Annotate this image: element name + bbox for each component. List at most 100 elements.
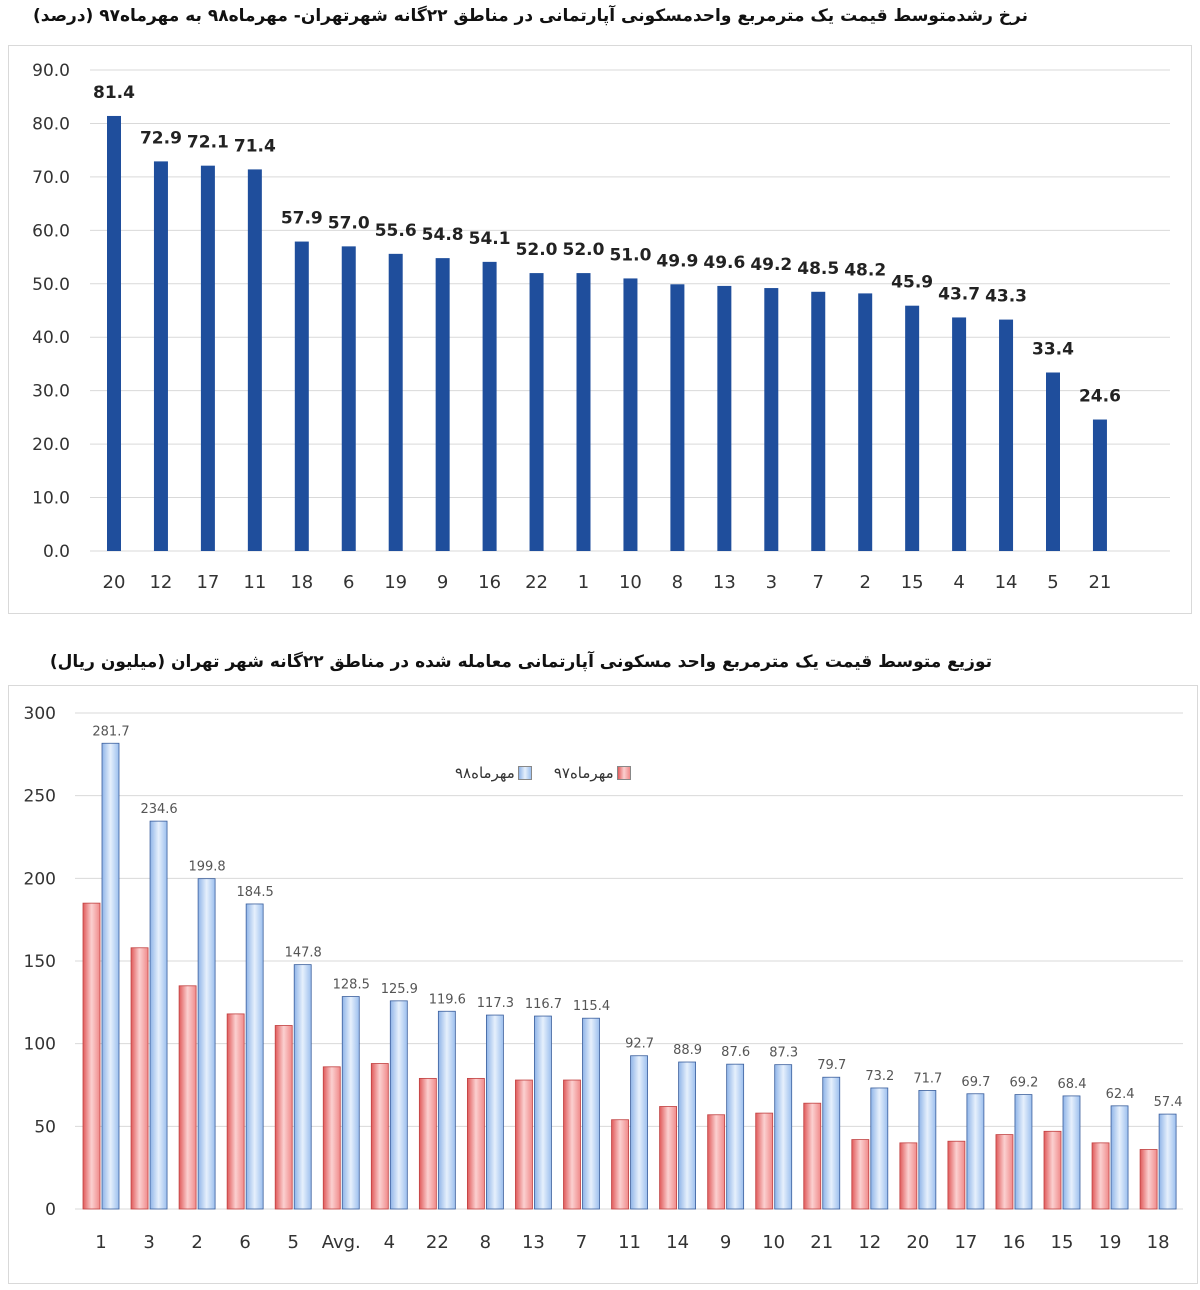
bar-98 [966,1093,985,1210]
bar-97 [1043,1130,1062,1210]
x-tick-label: 4 [953,572,964,593]
data-label: 117.3 [477,996,514,1011]
x-tick-label: 5 [1047,572,1058,593]
bar [153,161,168,551]
x-tick-label: 8 [480,1232,491,1253]
bar [576,273,591,551]
x-tick-label: 15 [901,572,924,593]
x-tick-label: 3 [143,1232,154,1253]
bar [482,261,497,551]
x-tick-label: 14 [666,1232,689,1253]
bar-98 [1110,1105,1129,1210]
bar-98 [774,1064,793,1210]
data-label: 87.3 [769,1046,798,1061]
y-tick-label: 70.0 [32,168,70,188]
y-tick-label: 80.0 [32,114,70,134]
x-tick-label: 1 [95,1232,106,1253]
y-tick-label: 40.0 [32,328,70,348]
legend-swatch-98 [517,766,532,780]
data-label: 92.7 [625,1037,654,1052]
x-tick-label: 21 [1088,572,1111,593]
x-tick-label: 18 [290,572,313,593]
x-tick-label: 13 [713,572,736,593]
x-tick-label: 2 [191,1232,202,1253]
y-tick-label: 200 [24,869,56,889]
x-tick-label: 4 [384,1232,395,1253]
data-label: 88.9 [673,1043,702,1058]
data-label: 72.1 [187,133,229,153]
x-tick-label: 22 [426,1232,449,1253]
y-tick-label: 50.0 [32,275,70,295]
x-tick-label: 10 [619,572,642,593]
x-tick-label: 16 [1002,1232,1025,1253]
data-label: 69.7 [961,1075,990,1090]
bar-98 [197,878,216,1210]
bar-98 [149,820,168,1210]
x-tick-label: 5 [287,1232,298,1253]
chart2-legend: مهرماه۹۷ مهرماه۹۸ [455,764,631,782]
data-label: 71.4 [234,136,276,156]
bar-98 [534,1015,552,1210]
bar-97 [370,1063,389,1210]
bar-97 [947,1140,966,1210]
data-label: 281.7 [92,724,129,739]
bar-97 [611,1119,629,1210]
bar [623,278,638,551]
x-tick-label: 22 [525,572,548,593]
bar-98 [341,996,360,1210]
x-tick-label: 15 [1051,1232,1074,1253]
x-tick-label: 19 [384,572,407,593]
bar [247,169,262,551]
bar [764,288,779,551]
data-label: 81.4 [93,83,135,103]
data-label: 54.8 [422,225,464,245]
bar-98 [1062,1095,1081,1210]
bar [811,291,826,551]
data-label: 55.6 [375,221,417,241]
legend-label-97: مهرماه۹۷ [553,764,614,782]
bar-98 [918,1090,937,1210]
x-tick-label: 12 [149,572,172,593]
data-label: 43.7 [938,284,980,304]
y-tick-label: 60.0 [32,221,70,241]
x-tick-label: 6 [343,572,354,593]
data-label: 62.4 [1106,1087,1135,1102]
x-tick-label: 2 [859,572,870,593]
x-tick-label: 9 [437,572,448,593]
x-tick-label: 17 [954,1232,977,1253]
data-label: 54.1 [469,229,511,249]
data-label: 116.7 [525,997,562,1012]
x-tick-label: Avg. [322,1232,361,1253]
data-label: 52.0 [516,240,558,260]
bar-98 [389,1000,408,1210]
x-tick-label: 19 [1099,1232,1122,1253]
data-label: 68.4 [1058,1077,1087,1092]
bar-98 [101,742,120,1210]
bar-98 [726,1063,745,1210]
bar-97 [322,1066,341,1210]
x-tick-label: 21 [810,1232,833,1253]
y-tick-label: 10.0 [32,489,70,509]
x-tick-label: 7 [813,572,824,593]
x-tick-label: 3 [766,572,777,593]
data-label: 147.8 [285,946,322,961]
bar-97 [466,1077,485,1210]
x-tick-label: 12 [858,1232,881,1253]
x-tick-label: 13 [522,1232,545,1253]
legend-label-98: مهرماه۹۸ [455,764,515,782]
bar-97 [755,1112,774,1210]
data-label: 71.7 [913,1071,942,1086]
x-tick-label: 7 [576,1232,587,1253]
bar-97 [274,1025,293,1210]
x-tick-label: 20 [103,572,126,593]
y-tick-label: 250 [24,787,56,807]
y-tick-label: 50 [34,1117,56,1137]
bar [294,241,309,551]
y-tick-label: 0.0 [43,542,70,562]
data-label: 57.0 [328,213,370,233]
bar-97 [82,902,101,1210]
data-label: 79.7 [817,1058,846,1073]
x-tick-label: 8 [672,572,683,593]
bar-97 [563,1079,581,1210]
